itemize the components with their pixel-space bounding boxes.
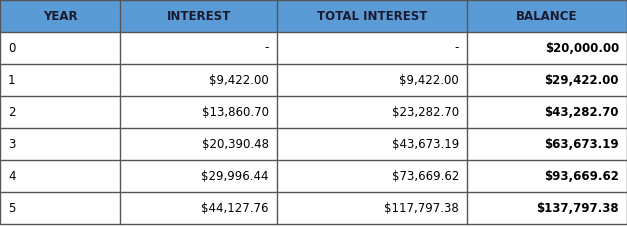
Text: $73,669.62: $73,669.62 [392, 170, 459, 183]
Text: 5: 5 [8, 202, 16, 215]
Text: $43,673.19: $43,673.19 [392, 138, 459, 151]
Text: BALANCE: BALANCE [516, 10, 577, 22]
Bar [0, 0, 120, 32]
Bar [0, 128, 120, 160]
Text: $44,127.76: $44,127.76 [201, 202, 269, 215]
Text: $20,390.48: $20,390.48 [202, 138, 269, 151]
Bar [120, 96, 277, 128]
Bar [120, 192, 277, 224]
Text: 2: 2 [8, 106, 16, 118]
Text: 3: 3 [8, 138, 16, 151]
Text: INTEREST: INTEREST [166, 10, 231, 22]
Bar [277, 32, 467, 64]
Text: $13,860.70: $13,860.70 [202, 106, 269, 118]
Text: $117,797.38: $117,797.38 [384, 202, 459, 215]
Bar [120, 64, 277, 96]
Bar [467, 128, 627, 160]
Bar [277, 96, 467, 128]
Bar [120, 128, 277, 160]
Bar [277, 64, 467, 96]
Bar [467, 0, 627, 32]
Text: -: - [265, 42, 269, 54]
Bar [277, 160, 467, 192]
Text: 0: 0 [8, 42, 16, 54]
Bar [0, 192, 120, 224]
Bar [467, 96, 627, 128]
Bar [0, 32, 120, 64]
Bar [467, 192, 627, 224]
Text: $63,673.19: $63,673.19 [544, 138, 619, 151]
Bar [120, 160, 277, 192]
Text: 1: 1 [8, 74, 16, 86]
Text: $29,422.00: $29,422.00 [544, 74, 619, 86]
Text: $137,797.38: $137,797.38 [536, 202, 619, 215]
Bar [0, 160, 120, 192]
Bar [467, 32, 627, 64]
Text: $29,996.44: $29,996.44 [201, 170, 269, 183]
Bar [277, 192, 467, 224]
Bar [467, 64, 627, 96]
Text: $43,282.70: $43,282.70 [544, 106, 619, 118]
Text: $20,000.00: $20,000.00 [545, 42, 619, 54]
Bar [277, 128, 467, 160]
Bar [120, 32, 277, 64]
Bar [0, 64, 120, 96]
Text: $23,282.70: $23,282.70 [392, 106, 459, 118]
Bar [277, 0, 467, 32]
Bar [120, 0, 277, 32]
Text: $9,422.00: $9,422.00 [209, 74, 269, 86]
Bar [0, 96, 120, 128]
Text: TOTAL INTEREST: TOTAL INTEREST [317, 10, 427, 22]
Bar [467, 160, 627, 192]
Text: $93,669.62: $93,669.62 [544, 170, 619, 183]
Text: 4: 4 [8, 170, 16, 183]
Text: $9,422.00: $9,422.00 [399, 74, 459, 86]
Text: -: - [455, 42, 459, 54]
Text: YEAR: YEAR [43, 10, 77, 22]
